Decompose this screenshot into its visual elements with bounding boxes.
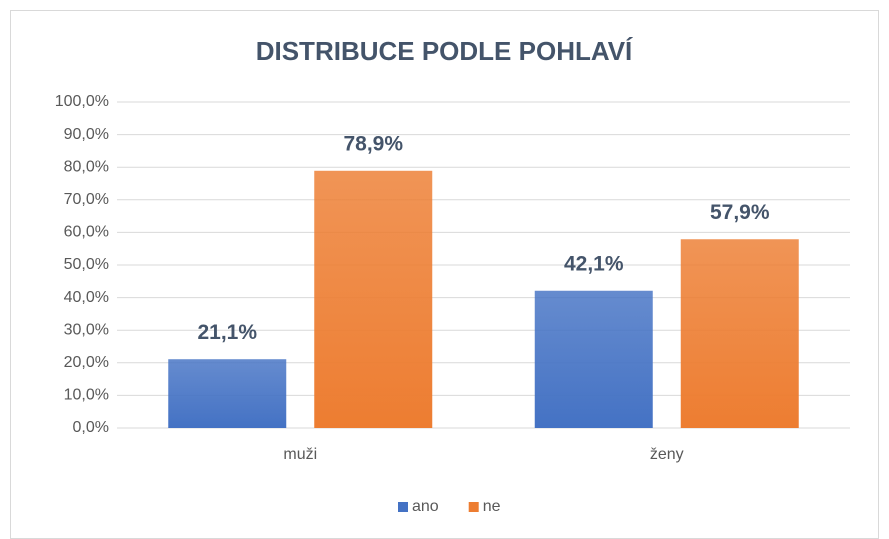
legend-swatch: [468, 502, 479, 512]
value-label: 57,9%: [710, 201, 770, 224]
y-tick-label: 0,0%: [73, 419, 109, 436]
bar: [168, 359, 287, 428]
bar: [534, 290, 653, 428]
x-tick-label: ženy: [650, 446, 684, 463]
legend-swatch: [398, 502, 408, 512]
y-tick-label: 70,0%: [64, 191, 109, 208]
legend-label: ne: [483, 498, 501, 515]
legend-label: ano: [412, 498, 439, 515]
value-label: 42,1%: [564, 252, 624, 275]
y-tick-label: 10,0%: [64, 387, 109, 404]
y-tick-label: 80,0%: [64, 158, 109, 175]
chart-title: DISTRIBUCE PODLE POHLAVÍ: [256, 36, 633, 66]
bar: [314, 170, 433, 428]
y-tick-label: 20,0%: [64, 354, 109, 371]
y-tick-label: 30,0%: [64, 321, 109, 338]
x-tick-label: muži: [283, 446, 317, 463]
y-tick-label: 100,0%: [55, 93, 109, 110]
value-label: 21,1%: [197, 321, 257, 344]
y-tick-label: 40,0%: [64, 289, 109, 306]
value-label: 78,9%: [343, 132, 403, 155]
bar: [680, 239, 799, 428]
y-tick-label: 50,0%: [64, 256, 109, 273]
y-tick-label: 60,0%: [64, 224, 109, 241]
y-tick-label: 90,0%: [64, 126, 109, 143]
